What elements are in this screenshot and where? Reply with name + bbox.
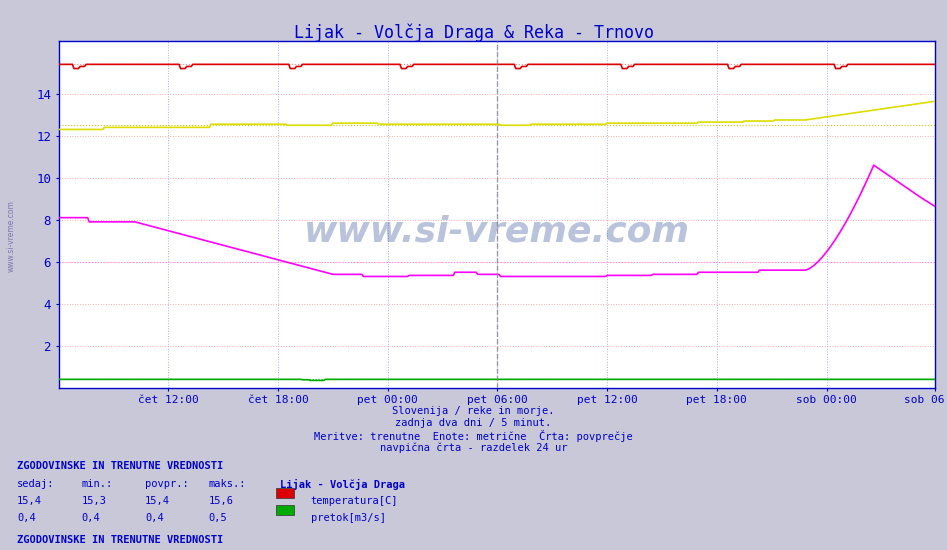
Text: temperatura[C]: temperatura[C] bbox=[311, 496, 398, 506]
Text: 15,4: 15,4 bbox=[17, 496, 42, 506]
Text: ZGODOVINSKE IN TRENUTNE VREDNOSTI: ZGODOVINSKE IN TRENUTNE VREDNOSTI bbox=[17, 535, 223, 545]
Text: www.si-vreme.com: www.si-vreme.com bbox=[7, 201, 16, 272]
Text: 15,6: 15,6 bbox=[208, 496, 233, 506]
Text: navpična črta - razdelek 24 ur: navpična črta - razdelek 24 ur bbox=[380, 442, 567, 453]
Text: maks.:: maks.: bbox=[208, 479, 246, 489]
Text: 15,3: 15,3 bbox=[81, 496, 106, 506]
Text: Lijak - Volčja Draga: Lijak - Volčja Draga bbox=[280, 479, 405, 490]
Text: 0,4: 0,4 bbox=[17, 513, 36, 523]
Text: 0,4: 0,4 bbox=[81, 513, 100, 523]
Text: Meritve: trenutne  Enote: metrične  Črta: povprečje: Meritve: trenutne Enote: metrične Črta: … bbox=[314, 430, 633, 442]
Text: Slovenija / reke in morje.: Slovenija / reke in morje. bbox=[392, 406, 555, 416]
Text: zadnja dva dni / 5 minut.: zadnja dva dni / 5 minut. bbox=[396, 418, 551, 428]
Text: 15,4: 15,4 bbox=[145, 496, 170, 506]
Text: sedaj:: sedaj: bbox=[17, 479, 55, 489]
Text: pretok[m3/s]: pretok[m3/s] bbox=[311, 513, 385, 523]
Text: ZGODOVINSKE IN TRENUTNE VREDNOSTI: ZGODOVINSKE IN TRENUTNE VREDNOSTI bbox=[17, 461, 223, 471]
Text: www.si-vreme.com: www.si-vreme.com bbox=[304, 215, 689, 249]
Text: 0,4: 0,4 bbox=[145, 513, 164, 523]
Text: min.:: min.: bbox=[81, 479, 113, 489]
Text: 0,5: 0,5 bbox=[208, 513, 227, 523]
Text: Lijak - Volčja Draga & Reka - Trnovo: Lijak - Volčja Draga & Reka - Trnovo bbox=[294, 23, 653, 42]
Text: povpr.:: povpr.: bbox=[145, 479, 188, 489]
